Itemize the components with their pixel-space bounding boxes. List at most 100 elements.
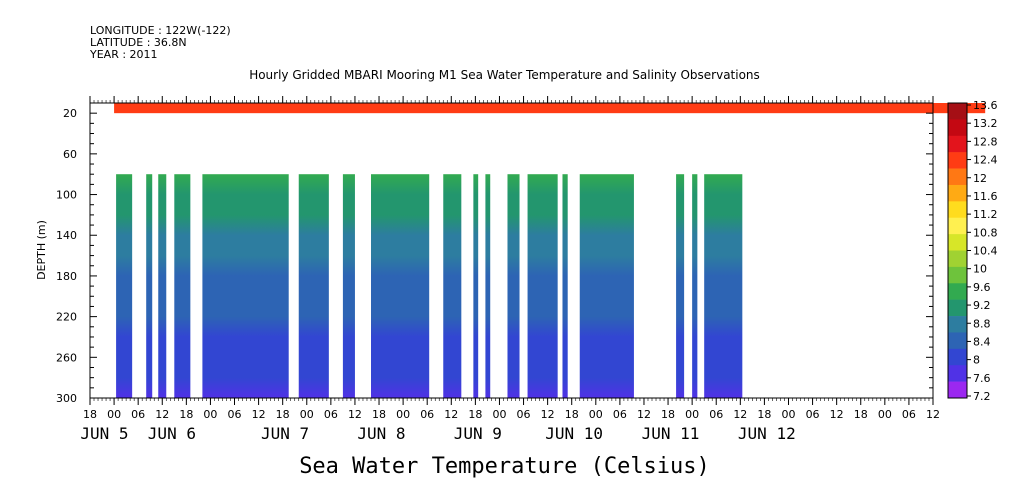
colorbar-swatch — [948, 250, 967, 268]
y-tick-label: 220 — [56, 311, 77, 324]
x-tick-label: 18 — [468, 408, 482, 421]
colorbar-label: 9.2 — [973, 299, 991, 312]
x-tick-label: 06 — [228, 408, 242, 421]
colorbar-swatch — [948, 103, 967, 120]
x-tick-label: 18 — [83, 408, 97, 421]
x-tick-label: 06 — [517, 408, 531, 421]
colorbar-swatch — [948, 135, 967, 153]
date-label: JUN 8 — [357, 424, 405, 443]
date-label: JUN 9 — [454, 424, 502, 443]
x-tick-label: 06 — [806, 408, 820, 421]
date-label: JUN 6 — [148, 424, 196, 443]
x-tick-label: 12 — [252, 408, 266, 421]
colorbar-label: 8 — [973, 354, 980, 367]
data-segment — [692, 174, 698, 398]
x-tick-label: 12 — [444, 408, 458, 421]
data-segment — [473, 174, 479, 398]
chart-title: Hourly Gridded MBARI Mooring M1 Sea Wate… — [249, 68, 760, 82]
colorbar-swatch — [948, 266, 967, 284]
y-axis-label: DEPTH (m) — [35, 220, 48, 280]
colorbar-swatch — [948, 184, 967, 202]
data-segment — [342, 174, 355, 398]
y-tick-label: 260 — [56, 351, 77, 364]
data-segment — [676, 174, 685, 398]
date-label: JUN 5 — [80, 424, 128, 443]
variable-label: Sea Water Temperature (Celsius) — [299, 454, 710, 479]
x-tick-label: 00 — [107, 408, 121, 421]
x-tick-label: 00 — [589, 408, 603, 421]
colorbar-label: 9.6 — [973, 281, 991, 294]
y-tick-label: 140 — [56, 229, 77, 242]
colorbar-swatch — [948, 348, 967, 366]
x-tick-label: 12 — [926, 408, 940, 421]
x-tick-label: 06 — [324, 408, 338, 421]
x-tick-label: 00 — [396, 408, 410, 421]
colorbar-swatch — [948, 119, 967, 137]
year-label: YEAR : 2011 — [90, 48, 158, 61]
colorbar-swatch — [948, 316, 967, 333]
x-tick-label: 00 — [300, 408, 314, 421]
colorbar-swatch — [948, 283, 967, 300]
x-tick-label: 00 — [878, 408, 892, 421]
colorbar-label: 12.8 — [973, 135, 998, 148]
latitude-label: LATITUDE : 36.8N — [90, 36, 187, 49]
x-tick-label: 00 — [492, 408, 506, 421]
colorbar-swatch — [948, 168, 967, 186]
x-tick-label: 00 — [203, 408, 217, 421]
y-tick-label: 300 — [56, 392, 77, 405]
date-label: JUN 11 — [642, 424, 700, 443]
x-tick-label: 12 — [637, 408, 651, 421]
data-segment — [174, 174, 191, 398]
x-tick-label: 12 — [733, 408, 747, 421]
x-tick-label: 12 — [830, 408, 844, 421]
x-tick-label: 06 — [902, 408, 916, 421]
colorbar-swatch — [948, 217, 967, 235]
x-tick-label: 06 — [420, 408, 434, 421]
colorbar-label: 12.4 — [973, 154, 998, 167]
x-tick-label: 18 — [372, 408, 386, 421]
data-segment — [507, 174, 520, 398]
colorbar-label: 10.8 — [973, 226, 998, 239]
colorbar-swatch — [948, 234, 967, 251]
data-segment — [146, 174, 153, 398]
colorbar-label: 12 — [973, 172, 987, 185]
x-tick-label: 12 — [541, 408, 555, 421]
colorbar-label: 11.2 — [973, 208, 998, 221]
data-segment — [562, 174, 568, 398]
date-label: JUN 10 — [545, 424, 603, 443]
colorbar-swatch — [948, 365, 967, 382]
y-tick-label: 20 — [63, 107, 77, 120]
colorbar-label: 8.4 — [973, 335, 991, 348]
x-tick-label: 18 — [179, 408, 193, 421]
colorbar-swatch — [948, 381, 967, 399]
x-tick-label: 00 — [781, 408, 795, 421]
colorbar-swatch — [948, 201, 967, 219]
data-segment — [704, 174, 743, 398]
x-tick-label: 18 — [854, 408, 868, 421]
colorbar-label: 7.2 — [973, 390, 991, 403]
data-segment — [443, 174, 462, 398]
data-segment — [116, 174, 133, 398]
colorbar-label: 13.6 — [973, 99, 998, 112]
colorbar-label: 11.6 — [973, 190, 998, 203]
x-tick-label: 06 — [131, 408, 145, 421]
x-tick-label: 06 — [613, 408, 627, 421]
colorbar-swatch — [948, 299, 967, 317]
colorbar-label: 8.8 — [973, 317, 991, 330]
surface-layer — [114, 103, 986, 114]
data-segment — [298, 174, 329, 398]
date-label: JUN 12 — [738, 424, 796, 443]
x-tick-label: 18 — [661, 408, 675, 421]
x-tick-label: 18 — [565, 408, 579, 421]
x-tick-label: 18 — [276, 408, 290, 421]
x-tick-label: 12 — [155, 408, 169, 421]
y-tick-label: 180 — [56, 270, 77, 283]
data-segment — [371, 174, 430, 398]
data-segment — [202, 174, 289, 398]
data-segment — [485, 174, 491, 398]
colorbar-swatch — [948, 152, 967, 169]
colorbar-label: 13.2 — [973, 117, 998, 130]
data-segment — [158, 174, 167, 398]
colorbar-label: 10.4 — [973, 245, 998, 258]
